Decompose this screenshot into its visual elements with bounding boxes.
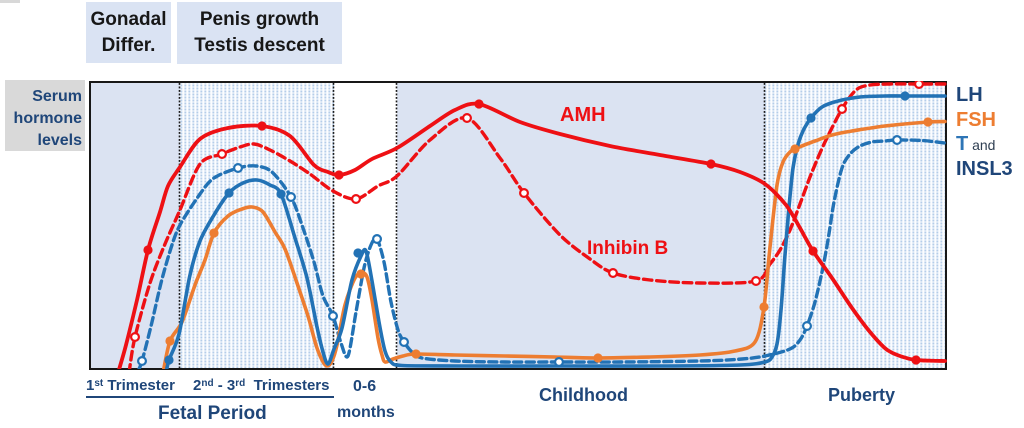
svg-text:Inhibin B: Inhibin B [587, 238, 668, 259]
svg-text:AMH: AMH [560, 104, 606, 126]
